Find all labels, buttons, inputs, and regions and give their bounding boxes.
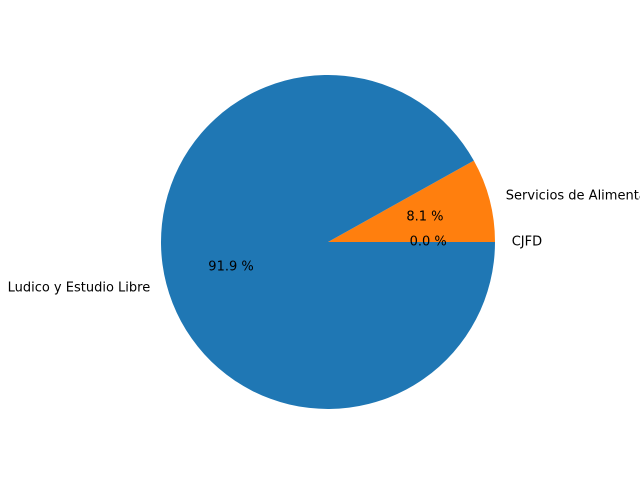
pie-slice-ludico-y-estudio-libre — [161, 75, 496, 410]
slice-pct-servicios-de-alimentacion: 8.1 % — [406, 209, 443, 224]
pie-slice-servicios-de-alimentacion — [328, 160, 496, 242]
pie-labels: CJFD 0.0 % Servicios de Alimentacion 8.1 % L… — [8, 188, 640, 295]
slice-pct-ludico-y-estudio-libre: 91.9 % — [208, 260, 253, 275]
slice-label-servicios-de-alimentacion: Servicios de Alimentacion — [506, 188, 640, 203]
slice-label-ludico-y-estudio-libre: Ludico y Estudio Libre — [8, 281, 151, 296]
slice-label-cjfd: CJFD — [512, 235, 542, 250]
pie-slices — [161, 75, 496, 410]
slice-pct-cjfd: 0.0 % — [410, 235, 447, 250]
